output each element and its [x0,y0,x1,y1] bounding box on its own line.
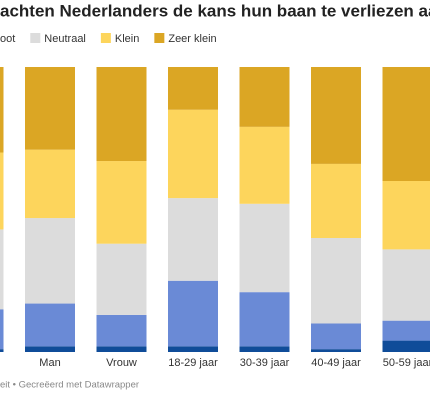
bar-segment [239,292,290,347]
bar-segment [25,303,75,347]
legend-swatch [100,33,111,43]
bar-segment [311,163,361,238]
bar-segment [168,67,218,110]
x-tick-label: 40-49 jaar [311,357,361,369]
bar-segment [382,181,430,250]
bar-segment [25,149,75,219]
legend-label: oot [0,33,15,45]
legend-label: Neutraal [44,33,86,45]
legend-swatch [154,33,165,43]
x-tick-label: Vrouw [106,357,137,369]
bar-segment [168,280,218,347]
bar-segment [0,152,4,230]
bar-segment [239,346,290,352]
bar-segment [0,67,4,153]
bar-segment [96,161,147,244]
chart-title: achten Nederlanders de kans hun baan te … [0,1,430,20]
bar-segment [382,340,430,352]
bar-segment [25,218,75,304]
bar-segment [239,126,290,204]
bar-segment [382,320,430,341]
bar-segment [96,346,147,352]
bar-segment [96,243,147,315]
bar-segment [382,249,430,321]
bar-segment [25,346,75,352]
legend-label: Zeer klein [168,33,216,45]
bar-segment [239,203,290,293]
bar-segment [311,349,361,352]
footer: eit • Gecreëerd met Datawrapper [0,380,139,391]
bar-segment [0,309,4,350]
bar-segment [96,314,147,347]
bar-segment [168,109,218,199]
bar-segment [96,67,147,162]
x-tick-label: 50-59 jaar [383,357,430,369]
legend-swatch [30,33,41,43]
bar-segment [0,229,4,310]
bar-segment [311,323,361,350]
bar-segment [168,198,218,281]
bar-segment [0,349,4,352]
bar-segment [382,67,430,181]
bar-segment [311,67,361,164]
x-tick-label: 30-39 jaar [240,357,290,369]
bar-segment [25,67,75,150]
bar-segment [168,346,218,352]
x-tick-label: Man [39,357,60,369]
x-tick-label: 18-29 jaar [168,357,218,369]
bar-segment [311,238,361,324]
bar-segment [239,67,290,127]
legend-label: Klein [115,33,139,45]
